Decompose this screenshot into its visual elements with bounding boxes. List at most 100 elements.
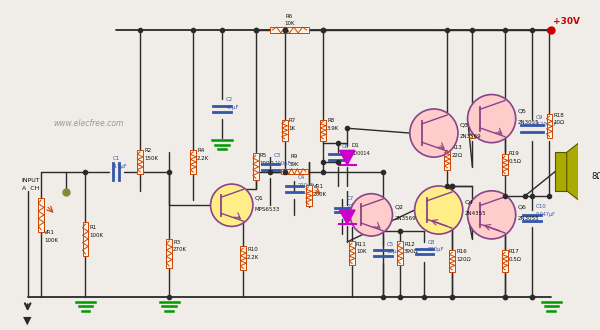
Text: 100K: 100K [89,233,103,238]
FancyBboxPatch shape [469,114,475,138]
Text: Q6: Q6 [518,205,527,210]
Bar [555,152,567,191]
Text: R19: R19 [509,151,520,156]
FancyBboxPatch shape [449,250,455,272]
Text: 150K: 150K [144,156,158,161]
Circle shape [415,186,463,234]
FancyBboxPatch shape [270,27,309,33]
Text: VR1: VR1 [313,184,323,189]
Circle shape [350,194,392,236]
Text: 10K: 10K [356,249,367,254]
Text: 200K: 200K [313,192,326,197]
Text: R8: R8 [327,118,334,123]
Text: Q2: Q2 [394,205,403,210]
Polygon shape [567,135,589,208]
Text: C6: C6 [341,145,349,149]
FancyBboxPatch shape [469,202,475,223]
Text: 10K: 10K [284,21,295,26]
Text: 3.9K: 3.9K [327,126,339,131]
Text: R12: R12 [404,242,415,247]
FancyBboxPatch shape [320,119,326,141]
Text: R18: R18 [553,113,564,118]
Text: R7: R7 [289,118,296,123]
Text: CD0014: CD0014 [351,151,371,156]
Text: R16: R16 [456,249,467,254]
Circle shape [467,191,516,239]
Text: R13: R13 [451,146,462,150]
Text: 2.2K: 2.2K [247,255,259,260]
Text: 390Ω: 390Ω [404,249,419,254]
Text: C10: C10 [536,204,547,209]
FancyBboxPatch shape [349,241,355,265]
Text: D2: D2 [351,203,359,208]
Text: 2N4355: 2N4355 [464,212,487,216]
FancyBboxPatch shape [241,246,246,270]
Text: 10Ω: 10Ω [553,120,565,125]
Circle shape [467,94,516,143]
Text: 220μF: 220μF [298,183,314,188]
Text: C5: C5 [387,242,394,247]
Text: R9: R9 [290,154,298,159]
FancyBboxPatch shape [397,241,403,265]
Text: R5: R5 [260,153,267,158]
Text: A  CH: A CH [22,186,39,191]
Text: CD0014: CD0014 [351,211,371,216]
Text: ▼: ▼ [23,316,32,326]
FancyBboxPatch shape [281,169,308,175]
Text: 100Ω: 100Ω [260,161,274,166]
Text: 2.2K: 2.2K [197,156,209,161]
Circle shape [211,184,253,226]
Text: 4.7μF: 4.7μF [112,164,127,169]
FancyBboxPatch shape [38,198,44,232]
Text: R11: R11 [356,242,367,247]
Text: 1K: 1K [289,126,296,131]
Text: 22Ω: 22Ω [476,207,487,212]
Text: R6: R6 [286,14,293,18]
Polygon shape [340,150,355,165]
Text: R2: R2 [144,148,151,153]
Text: 100K: 100K [44,238,58,243]
Text: R14: R14 [476,113,487,118]
Text: MPS6533: MPS6533 [255,207,280,212]
FancyBboxPatch shape [282,119,287,141]
Text: C3: C3 [274,153,281,158]
Text: www.elecfree.com: www.elecfree.com [53,119,124,128]
Text: R10: R10 [247,248,258,252]
Text: 0.5Ω: 0.5Ω [509,257,522,262]
Text: R15: R15 [476,199,487,204]
Text: +30V: +30V [553,17,580,26]
Text: 0.5Ω: 0.5Ω [509,159,522,164]
Text: 120Ω: 120Ω [456,257,470,262]
Text: VR1: VR1 [44,230,55,235]
Text: 220μF: 220μF [428,248,445,252]
Text: C7: C7 [346,196,353,201]
Text: Q4: Q4 [464,200,473,205]
Text: 2N3055: 2N3055 [518,120,539,125]
Text: Q5: Q5 [518,109,527,114]
FancyBboxPatch shape [547,114,552,138]
Text: 120Ω: 120Ω [476,120,491,125]
Text: R3: R3 [173,240,180,245]
Text: 270K: 270K [173,248,187,252]
Text: 220pF: 220pF [346,204,363,209]
FancyBboxPatch shape [83,222,88,256]
FancyBboxPatch shape [137,150,143,174]
Text: 2,200μF: 2,200μF [536,122,557,127]
FancyBboxPatch shape [166,239,172,268]
Text: C9: C9 [536,115,543,119]
Text: Q1: Q1 [255,195,264,200]
Text: D1: D1 [351,144,359,149]
Text: 39K: 39K [289,162,299,167]
Text: 10μF: 10μF [387,249,400,254]
FancyBboxPatch shape [253,153,259,180]
FancyBboxPatch shape [190,150,196,174]
FancyBboxPatch shape [445,148,450,170]
Text: 22Ω: 22Ω [451,153,463,158]
Text: C4: C4 [298,175,305,180]
Text: Q3: Q3 [460,123,469,128]
Text: 2N3055: 2N3055 [518,216,539,221]
Text: 0.047μF: 0.047μF [536,212,556,217]
Polygon shape [340,210,355,224]
Text: 2N3569: 2N3569 [460,134,481,139]
Text: C8: C8 [428,240,436,245]
